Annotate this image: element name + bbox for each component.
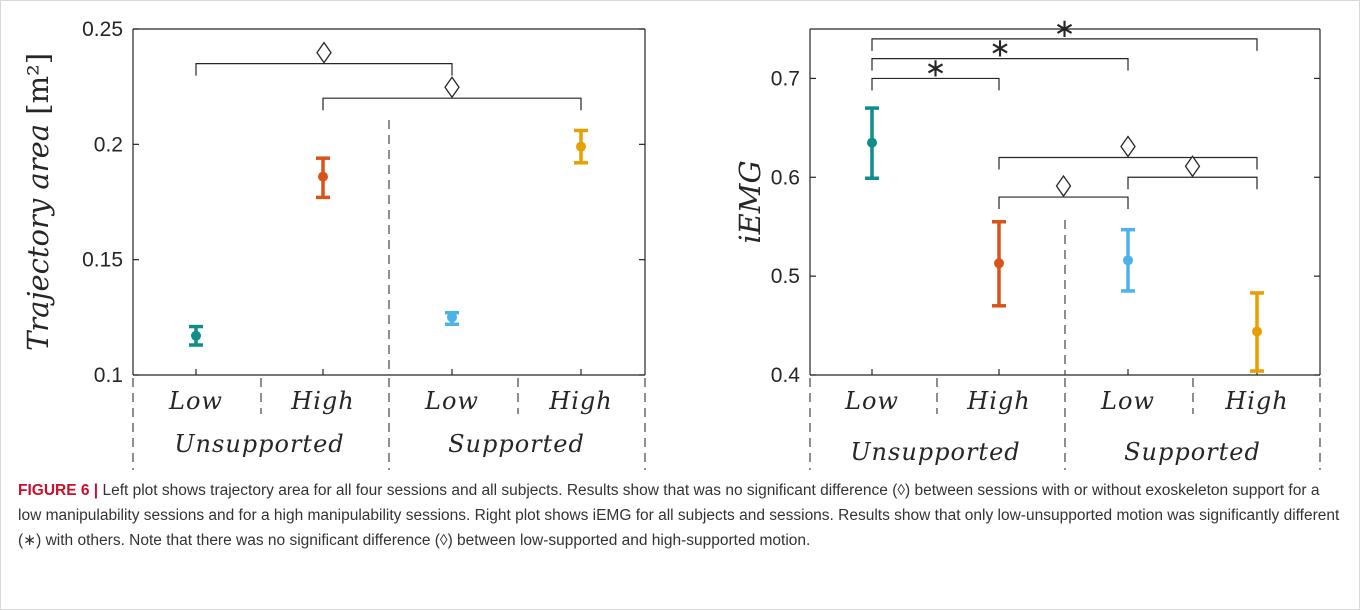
significance-bracket bbox=[322, 76, 582, 111]
x-category-label: Low bbox=[168, 387, 223, 415]
significance-bracket bbox=[195, 41, 453, 76]
mean-point bbox=[994, 258, 1004, 269]
x-group-label: Supported bbox=[1124, 438, 1261, 466]
bracket-line bbox=[195, 63, 453, 76]
x-category-label: High bbox=[1224, 387, 1288, 415]
errorbar-low-unsupported bbox=[865, 106, 879, 181]
x-category-label: Low bbox=[424, 387, 479, 415]
errorbar-high-supported bbox=[1250, 291, 1264, 373]
y-tick-label: 0.2 bbox=[94, 133, 123, 156]
significance-star-icon: ∗ bbox=[1054, 14, 1076, 44]
y-axis-label-unit: [m²] bbox=[21, 53, 55, 124]
errorbar-low-supported bbox=[1121, 227, 1135, 293]
errorbar-low-supported bbox=[445, 310, 459, 327]
mean-point bbox=[1252, 326, 1262, 337]
no-difference-diamond-icon bbox=[444, 76, 460, 99]
x-category-label: Low bbox=[1100, 387, 1155, 415]
y-tick-label: 0.7 bbox=[771, 67, 800, 90]
bracket-line bbox=[322, 97, 582, 111]
mean-point bbox=[318, 171, 328, 182]
no-difference-diamond-icon bbox=[316, 41, 332, 64]
bracket-line bbox=[998, 196, 1129, 210]
y-axis-label: Trajectory area [m²] bbox=[21, 53, 55, 351]
significance-star-icon: ∗ bbox=[989, 34, 1011, 64]
mean-point bbox=[576, 141, 586, 152]
x-category-label: High bbox=[548, 387, 612, 415]
figure-caption: FIGURE 6 | Left plot shows trajectory ar… bbox=[18, 478, 1346, 553]
significance-bracket bbox=[998, 174, 1129, 210]
y-tick-label: 0.4 bbox=[771, 364, 801, 387]
bracket-line bbox=[871, 58, 1129, 71]
x-group-label: Supported bbox=[448, 430, 585, 458]
bracket-line bbox=[1127, 176, 1258, 190]
y-tick-label: 0.25 bbox=[82, 18, 123, 41]
no-difference-diamond-icon bbox=[1184, 155, 1201, 178]
y-axis-label-text: Trajectory area bbox=[21, 124, 55, 351]
mean-point bbox=[447, 312, 457, 323]
mean-point bbox=[867, 137, 877, 148]
significance-bracket: ∗ bbox=[871, 14, 1258, 51]
significance-bracket bbox=[998, 135, 1258, 170]
bracket-line bbox=[871, 38, 1258, 51]
y-tick-label: 0.15 bbox=[82, 249, 123, 272]
y-tick-label: 0.5 bbox=[771, 265, 800, 288]
y-tick-label: 0.1 bbox=[94, 364, 123, 387]
x-group-label: Unsupported bbox=[174, 430, 344, 458]
caption-figure-label: FIGURE 6 | bbox=[18, 482, 99, 499]
caption-text: Left plot shows trajectory area for all … bbox=[18, 482, 1340, 549]
errorbar-low-unsupported bbox=[189, 324, 203, 347]
x-group-label: Unsupported bbox=[850, 438, 1020, 466]
x-category-label: Low bbox=[844, 387, 899, 415]
errorbar-high-unsupported bbox=[316, 156, 330, 200]
mean-point bbox=[1123, 255, 1133, 266]
no-difference-diamond-icon bbox=[1120, 135, 1136, 158]
significance-bracket: ∗ bbox=[871, 53, 1000, 91]
significance-bracket: ∗ bbox=[871, 34, 1129, 71]
significance-star-icon: ∗ bbox=[925, 53, 947, 83]
bracket-line bbox=[871, 77, 1000, 91]
mean-point bbox=[191, 330, 201, 341]
left-chart-trajectory-area: 0.1 0.15 0.2 0.25 Trajectory area [m²] Low Hig… bbox=[21, 18, 646, 470]
significance-bracket bbox=[1127, 155, 1258, 190]
x-category-label: High bbox=[290, 387, 354, 415]
errorbar-high-supported bbox=[574, 128, 588, 165]
bracket-line bbox=[998, 156, 1258, 170]
x-category-label: High bbox=[966, 387, 1030, 415]
no-difference-diamond-icon bbox=[1055, 174, 1072, 198]
y-tick-label: 0.6 bbox=[771, 166, 800, 189]
y-axis-label: iEMG bbox=[733, 160, 767, 243]
right-chart-iemg: 0.4 0.5 0.6 0.7 iEMG Low High Low High Unsupporte… bbox=[733, 14, 1321, 470]
y-axis-label-text: iEMG bbox=[733, 160, 767, 243]
errorbar-high-unsupported bbox=[992, 220, 1006, 308]
